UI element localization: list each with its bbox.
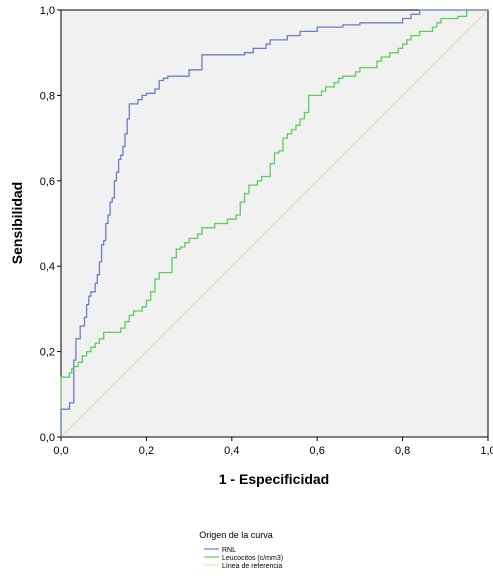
legend-title: Origen de la curva	[199, 530, 273, 540]
y-tick-label: 0,2	[40, 347, 55, 359]
x-tick-label: 0,0	[53, 445, 68, 457]
series-layer	[60, 9, 489, 438]
y-axis-title: Sensibilidad	[9, 182, 25, 264]
legend-label-0: RNL	[222, 547, 236, 554]
series-line-2	[60, 9, 489, 438]
x-tick-label: 0,2	[139, 445, 154, 457]
y-tick-label: 0,4	[40, 261, 55, 273]
series-line-1	[60, 9, 488, 437]
legend-label-1: Leucocitos (c/mm3)	[222, 555, 283, 562]
y-tick-label: 1,0	[40, 5, 55, 17]
x-tick-label: 1,0	[480, 445, 493, 457]
x-tick-label: 0,8	[395, 445, 410, 457]
y-tick-label: 0,0	[40, 432, 55, 444]
x-axis-title: 1 - Especificidad	[219, 471, 329, 487]
y-tick-label: 0,6	[40, 176, 55, 188]
y-tick-label: 0,8	[40, 90, 55, 102]
ticks-layer: 0,0 0,2 0,4 0,6 0,8 1,0 0,0 0,2 0,4 0,6 0,8 1,0	[40, 5, 493, 457]
x-tick-label: 0,6	[310, 445, 325, 457]
legend-label-2: Línea de referencia	[222, 563, 282, 570]
x-tick-label: 0,4	[224, 445, 239, 457]
series-line-0	[60, 9, 488, 437]
